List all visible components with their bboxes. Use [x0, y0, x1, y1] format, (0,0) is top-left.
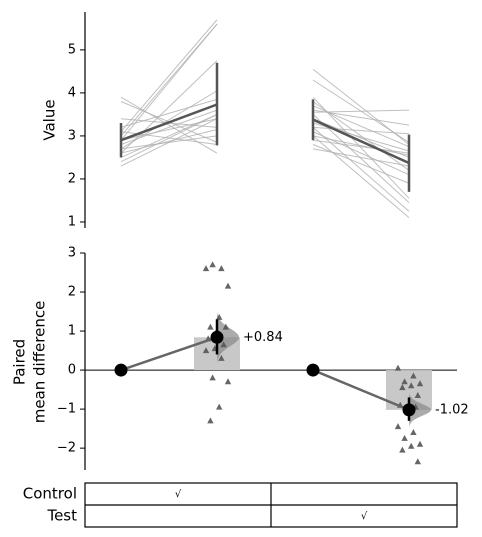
- paired-line: [312, 148, 410, 167]
- connector: [312, 368, 410, 412]
- paired-line: [120, 60, 218, 154]
- difference-point: [410, 429, 417, 436]
- difference-point: [220, 341, 227, 348]
- paired-line: [120, 109, 218, 145]
- y-tick-label: 5: [68, 42, 76, 57]
- mean-dot: [210, 330, 224, 344]
- mean-dot: [402, 403, 416, 417]
- value-label: +0.84: [243, 330, 283, 345]
- difference-point: [416, 440, 424, 447]
- y-axis-label: mean difference: [31, 301, 49, 424]
- paired-line: [312, 126, 410, 135]
- difference-point: [209, 374, 216, 381]
- difference-point: [408, 382, 415, 389]
- paired-line: [312, 135, 410, 219]
- y-tick-label: 4: [68, 85, 76, 100]
- difference-point: [202, 265, 210, 272]
- paired-line: [312, 118, 410, 158]
- paired-line: [312, 135, 410, 156]
- paired-line: [120, 96, 218, 154]
- y-tick-label: 0: [68, 363, 76, 378]
- table-cell: √: [175, 489, 182, 500]
- baseline-dot: [114, 363, 128, 377]
- paired-line: [120, 118, 218, 141]
- y-axis-label: Paired: [11, 339, 29, 385]
- difference-point: [414, 458, 421, 465]
- difference-point: [410, 372, 417, 379]
- difference-point: [207, 323, 214, 330]
- y-tick-label: 3: [68, 128, 76, 143]
- paired-line: [120, 113, 218, 158]
- row-label: Test: [46, 507, 77, 525]
- difference-point: [202, 347, 210, 354]
- difference-point: [216, 313, 223, 320]
- difference-point: [218, 354, 225, 361]
- difference-point: [401, 378, 408, 385]
- mean-line: [312, 118, 410, 165]
- paired-line: [312, 68, 410, 145]
- bootstrap-distribution: [217, 310, 239, 364]
- paired-line: [312, 144, 410, 184]
- difference-point: [416, 380, 424, 387]
- difference-point: [414, 391, 421, 398]
- difference-point: [394, 423, 402, 430]
- paired-line: [120, 23, 218, 141]
- y-tick-label: −1: [57, 402, 76, 417]
- difference-point: [224, 282, 232, 289]
- difference-point: [207, 417, 214, 424]
- difference-point: [224, 378, 232, 385]
- difference-point: [399, 446, 406, 453]
- difference-point: [209, 261, 216, 268]
- difference-point: [399, 384, 406, 391]
- paired-line: [120, 19, 218, 132]
- row-label: Control: [23, 485, 77, 503]
- value-label: -1.02: [435, 402, 469, 417]
- y-tick-label: 2: [68, 171, 76, 186]
- difference-point: [216, 403, 223, 410]
- y-tick-label: 1: [68, 324, 76, 339]
- difference-point: [401, 434, 408, 441]
- difference-point: [218, 265, 225, 272]
- y-axis-label: Value: [41, 99, 59, 140]
- y-tick-label: 3: [68, 246, 76, 261]
- paired-line: [312, 96, 410, 199]
- connector: [120, 336, 218, 372]
- baseline-dot: [306, 363, 320, 377]
- bootstrap-distribution: [409, 392, 431, 428]
- y-tick-label: 2: [68, 285, 76, 300]
- difference-point: [222, 323, 229, 330]
- paired-line: [120, 128, 218, 154]
- paired-line: [312, 126, 410, 212]
- paired-line: [312, 114, 410, 203]
- mean-line: [120, 103, 218, 142]
- paired-line: [120, 135, 218, 150]
- paired-line: [312, 101, 410, 171]
- y-tick-label: −2: [57, 441, 76, 456]
- paired-line: [120, 98, 218, 128]
- table-cell: √: [361, 511, 368, 522]
- paired-line: [312, 131, 410, 176]
- difference-point: [408, 442, 415, 449]
- difference-point: [394, 364, 402, 371]
- y-tick-label: 1: [68, 214, 76, 229]
